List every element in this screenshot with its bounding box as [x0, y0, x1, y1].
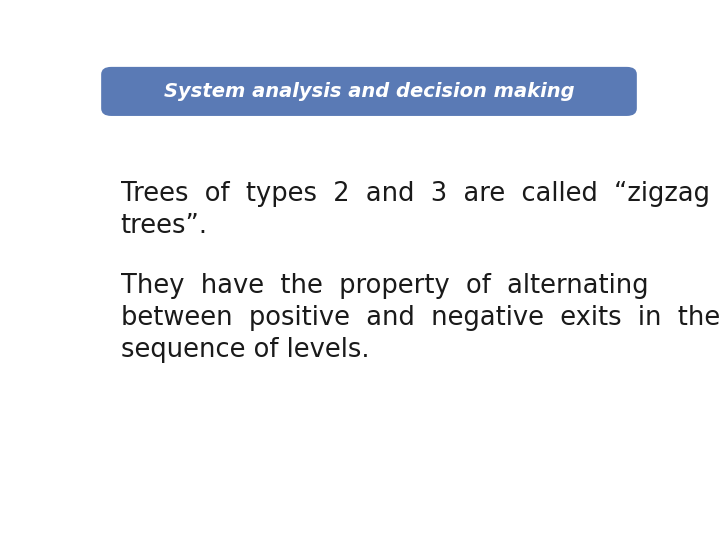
- Text: They  have  the  property  of  alternating: They have the property of alternating: [121, 273, 648, 299]
- Text: Trees  of  types  2  and  3  are  called  “zigzag: Trees of types 2 and 3 are called “zigza…: [121, 181, 710, 207]
- Text: between  positive  and  negative  exits  in  the: between positive and negative exits in t…: [121, 305, 720, 330]
- Text: trees”.: trees”.: [121, 213, 207, 239]
- Text: System analysis and decision making: System analysis and decision making: [163, 82, 575, 101]
- FancyBboxPatch shape: [101, 67, 637, 116]
- Text: sequence of levels.: sequence of levels.: [121, 337, 369, 363]
